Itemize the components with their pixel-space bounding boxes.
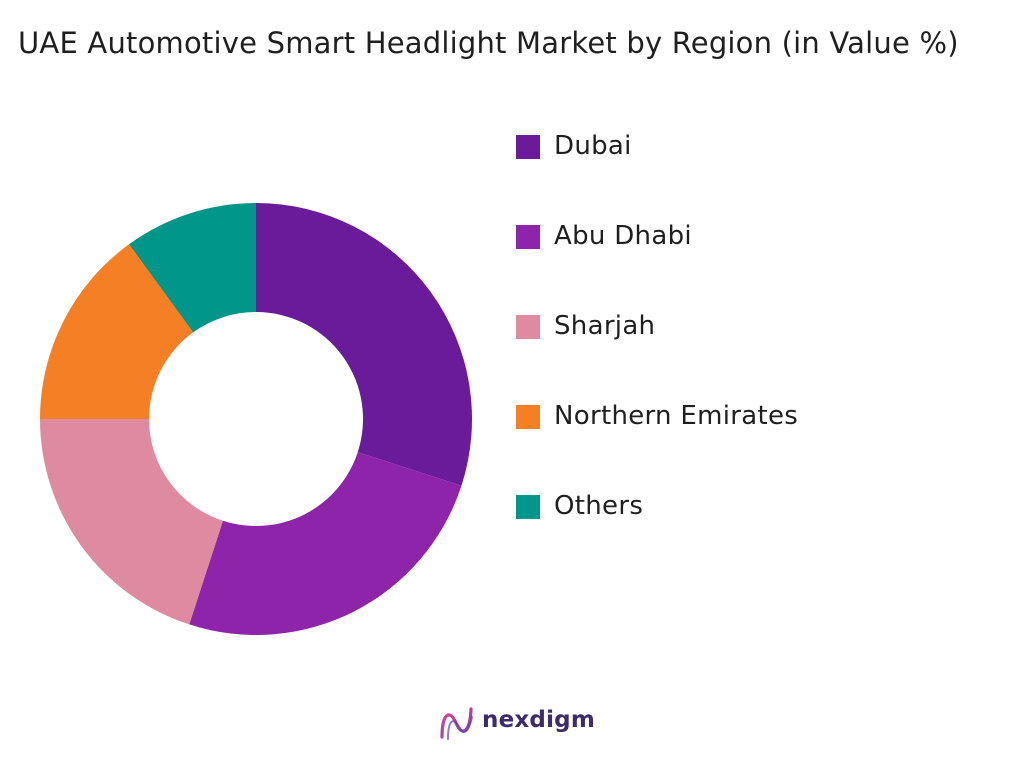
legend-label-dubai: Dubai: [554, 131, 632, 161]
legend-swatch-northern-emirates: [516, 405, 540, 429]
legend-label-abu-dhabi: Abu Dhabi: [554, 221, 692, 251]
donut-slice-abu-dhabi: [189, 452, 462, 636]
donut-slice-northern-emirates: [40, 244, 194, 419]
brand-name: nexdigm: [482, 707, 595, 733]
legend-swatch-sharjah: [516, 315, 540, 339]
legend-swatch-abu-dhabi: [516, 225, 540, 249]
legend-item-dubai: Dubai: [516, 126, 936, 166]
nexdigm-logo-icon: [440, 707, 473, 740]
legend-item-sharjah: Sharjah: [516, 306, 936, 346]
legend-item-northern-emirates: Northern Emirates: [516, 396, 936, 436]
donut-slice-others: [129, 203, 256, 333]
legend-label-sharjah: Sharjah: [554, 311, 656, 341]
donut-slices: [40, 203, 473, 636]
donut-slice-sharjah: [40, 419, 223, 625]
legend-label-others: Others: [554, 491, 644, 521]
chart-title: UAE Automotive Smart Headlight Market by…: [18, 26, 959, 60]
legend-swatch-others: [516, 495, 540, 519]
legend-swatch-dubai: [516, 135, 540, 159]
legend-item-others: Others: [516, 486, 936, 526]
brand-logo: nexdigm: [438, 703, 638, 743]
legend-label-northern-emirates: Northern Emirates: [554, 401, 799, 431]
legend-item-abu-dhabi: Abu Dhabi: [516, 216, 936, 256]
donut-slice-dubai: [256, 203, 473, 486]
